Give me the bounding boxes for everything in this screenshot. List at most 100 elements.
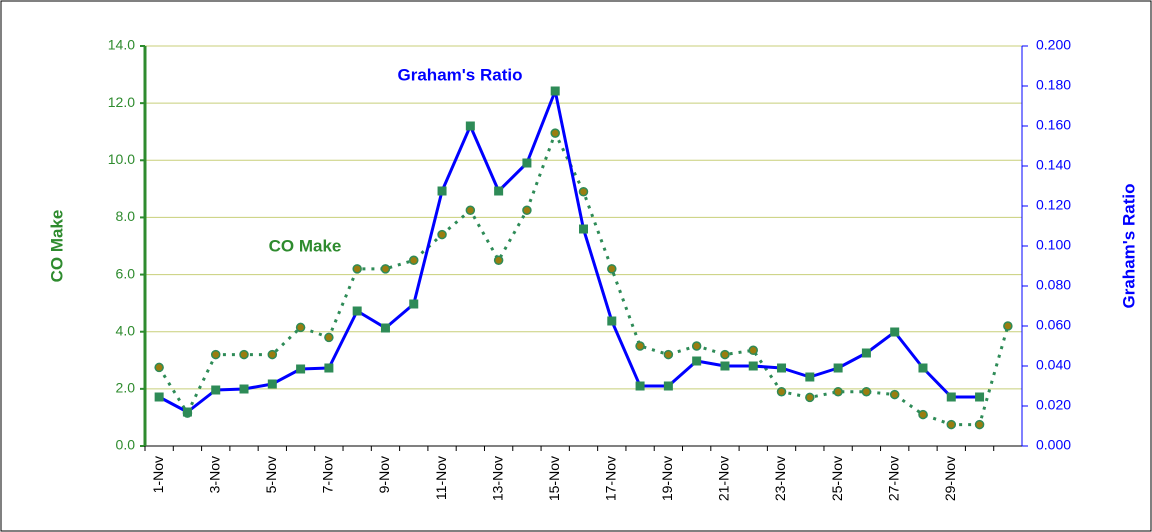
x-tick-label: 5-Nov: [263, 456, 279, 493]
point: [211, 385, 221, 395]
series-line: [158, 89, 980, 414]
point: [295, 322, 306, 333]
point: [550, 86, 560, 96]
point: [748, 361, 758, 371]
point: [324, 363, 334, 373]
point: [409, 255, 419, 266]
point: [635, 381, 645, 391]
annotation: Graham's Ratio: [398, 65, 523, 84]
point: [861, 348, 871, 358]
point: [918, 363, 928, 373]
x-tick-label: 3-Nov: [206, 456, 222, 493]
point: [1003, 321, 1013, 331]
y2-tick-label: 0.080: [1036, 277, 1071, 293]
y2-tick-label: 0.060: [1036, 317, 1071, 333]
point: [352, 264, 362, 274]
x-tick-label: 25-Nov: [829, 456, 845, 501]
point: [777, 363, 787, 373]
y2-tick-label: 0.040: [1036, 357, 1071, 373]
x-tick-label: 13-Nov: [489, 456, 505, 501]
point: [154, 392, 164, 402]
x-tick-label: 1-Nov: [150, 456, 166, 493]
point: [154, 362, 164, 373]
x-tick-label: 27-Nov: [885, 456, 901, 501]
y2-tick-label: 0.160: [1036, 117, 1071, 133]
point: [974, 419, 985, 430]
point: [607, 264, 617, 274]
point: [380, 323, 390, 333]
point: [975, 392, 985, 402]
point: [833, 363, 843, 373]
y2-tick-label: 0.140: [1036, 157, 1071, 173]
x-tick-label: 7-Nov: [320, 456, 336, 493]
point: [946, 392, 956, 402]
point: [465, 205, 476, 216]
point: [239, 349, 249, 360]
y-tick-label: 14.0: [108, 37, 135, 53]
y-tick-label: 0.0: [116, 437, 136, 453]
y2-tick-label: 0.100: [1036, 237, 1071, 253]
point: [550, 128, 560, 138]
point: [239, 384, 249, 394]
y-tick-label: 4.0: [116, 322, 136, 338]
point: [663, 349, 674, 360]
point: [692, 356, 702, 366]
point: [267, 379, 277, 389]
point: [635, 341, 645, 351]
y-axis-title: CO Make: [47, 210, 66, 283]
point: [720, 349, 730, 360]
point: [437, 229, 447, 240]
y2-tick-label: 0.120: [1036, 197, 1071, 213]
point: [889, 389, 900, 400]
point: [776, 386, 787, 397]
point: [579, 224, 588, 234]
y-tick-label: 6.0: [116, 265, 136, 281]
point: [296, 364, 306, 374]
point: [946, 419, 957, 430]
point: [182, 407, 192, 417]
y2-tick-label: 0.200: [1036, 37, 1071, 53]
y-tick-label: 8.0: [116, 208, 136, 224]
annotation: CO Make: [269, 236, 342, 255]
point: [833, 386, 843, 397]
point: [352, 306, 362, 316]
point: [890, 327, 900, 337]
point: [748, 345, 758, 356]
y-tick-label: 12.0: [108, 94, 135, 110]
point: [380, 264, 391, 274]
x-tick-label: 9-Nov: [376, 456, 392, 493]
point: [805, 372, 815, 382]
y-tick-label: 2.0: [116, 380, 136, 396]
point: [324, 332, 334, 343]
point: [522, 205, 532, 216]
point: [663, 381, 673, 391]
x-tick-label: 29-Nov: [942, 456, 958, 501]
point: [861, 386, 872, 397]
y2-tick-label: 0.020: [1036, 397, 1071, 413]
point: [805, 392, 815, 403]
point: [691, 341, 702, 351]
x-tick-label: 19-Nov: [659, 456, 675, 501]
x-tick-label: 15-Nov: [546, 456, 562, 501]
x-tick-label: 21-Nov: [716, 456, 732, 501]
point: [437, 186, 447, 196]
point: [465, 121, 475, 131]
point: [494, 186, 504, 196]
point: [210, 349, 221, 360]
point: [918, 409, 928, 420]
y2-tick-label: 0.180: [1036, 77, 1071, 93]
point: [493, 255, 504, 266]
point: [409, 299, 419, 309]
y2-axis-title: Graham's Ratio: [1119, 184, 1138, 309]
point: [578, 186, 589, 197]
point: [607, 316, 617, 326]
y2-tick-label: 0.000: [1036, 437, 1071, 453]
x-tick-label: 17-Nov: [602, 456, 618, 501]
x-tick-label: 11-Nov: [433, 456, 449, 500]
point: [522, 158, 532, 168]
x-tick-label: 23-Nov: [772, 456, 788, 501]
point: [720, 361, 730, 371]
y-tick-label: 10.0: [108, 151, 135, 167]
